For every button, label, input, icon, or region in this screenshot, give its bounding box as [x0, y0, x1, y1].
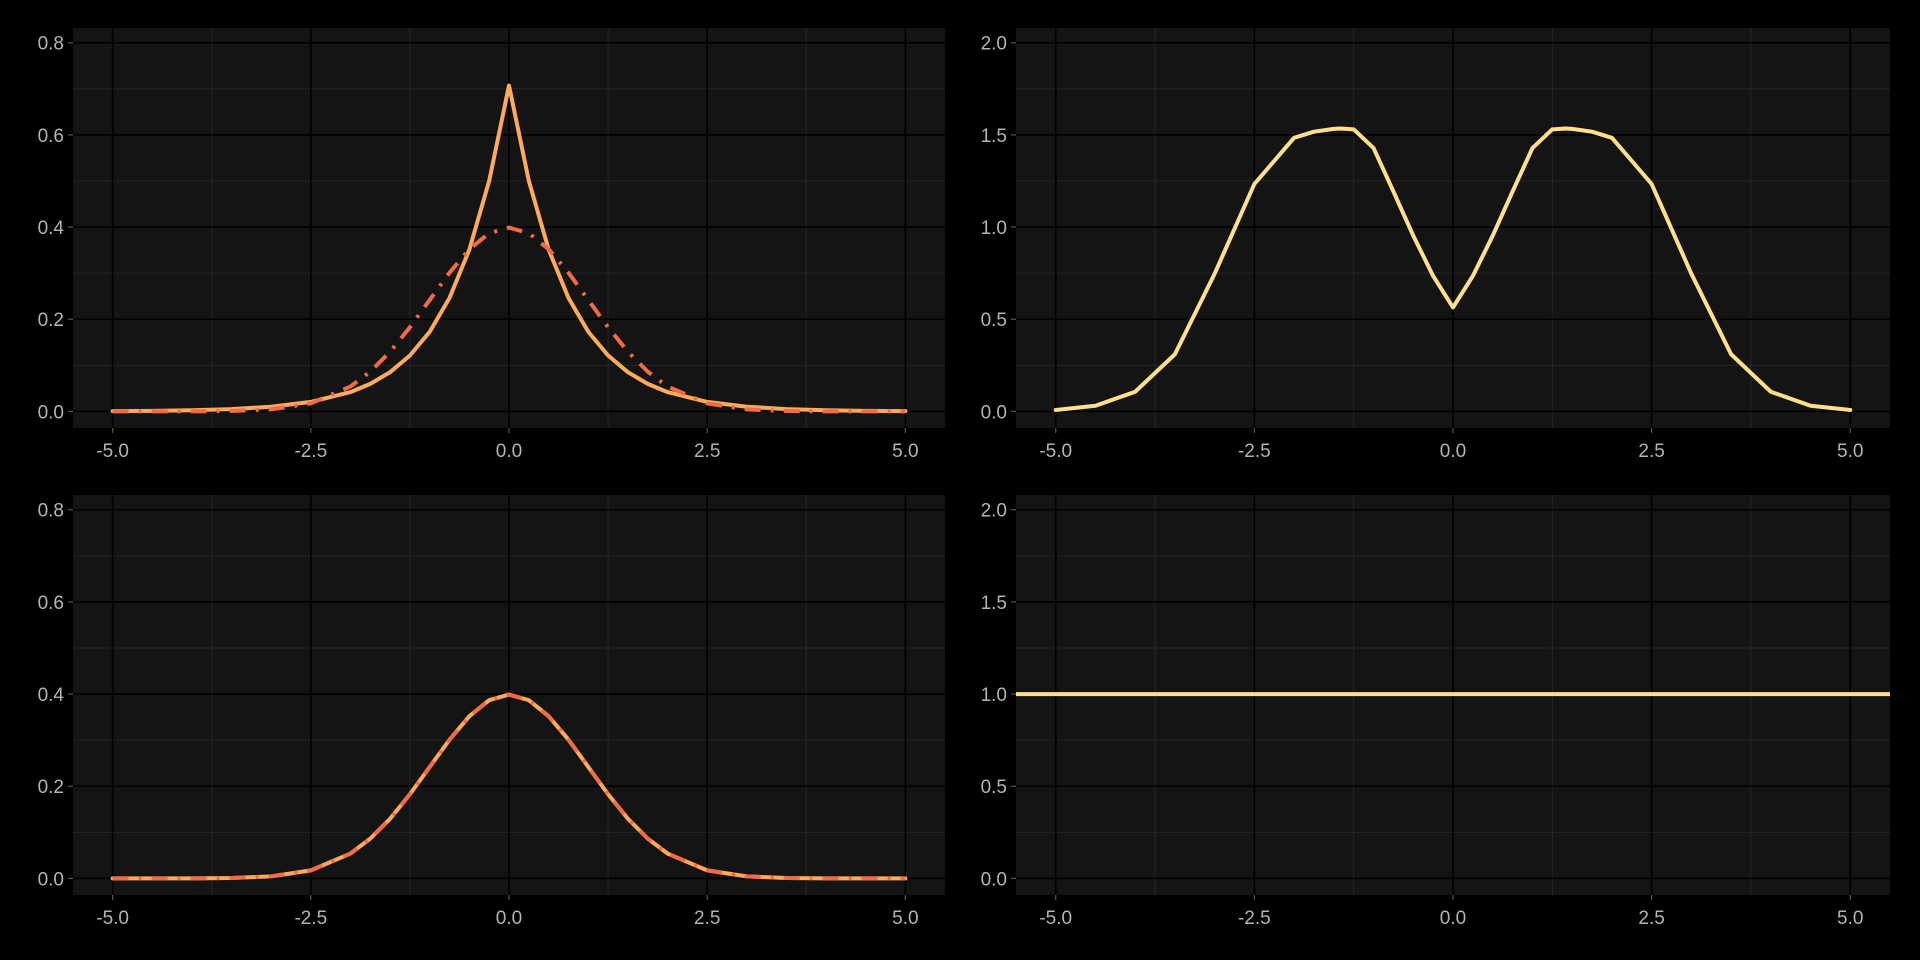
y-tick-label: 0.2 [38, 310, 64, 331]
y-tick-label: 0.0 [38, 402, 64, 423]
y-tick-label: 0.6 [38, 126, 64, 147]
y-tick-label: 0.0 [981, 402, 1007, 423]
y-tick-label: 1.0 [981, 685, 1007, 706]
x-tick-label: 0.0 [1440, 908, 1466, 929]
y-tick-label: 1.5 [981, 593, 1007, 614]
x-tick-label: 5.0 [892, 908, 918, 929]
x-tick-label: -2.5 [1238, 908, 1271, 929]
x-tick-label: 0.0 [496, 908, 522, 929]
x-tick-label: -2.5 [294, 441, 327, 462]
x-tick-label: -2.5 [294, 908, 327, 929]
y-tick-label: 1.5 [981, 126, 1007, 147]
y-tick-label: 0.6 [38, 593, 64, 614]
y-tick-label: 0.4 [38, 218, 65, 239]
x-tick-label: -5.0 [1039, 908, 1072, 929]
x-tick-label: 0.0 [1440, 441, 1466, 462]
x-tick-label: -5.0 [96, 441, 129, 462]
y-tick-label: 0.8 [38, 34, 64, 55]
x-tick-label: 2.5 [694, 908, 720, 929]
x-tick-label: -5.0 [96, 908, 129, 929]
x-tick-label: -2.5 [1238, 441, 1271, 462]
panel-bottom-right: 0.0 0.5 1.0 1.5 2.0 -5.0 -2.5 0.0 2.5 5.0 [981, 495, 1890, 929]
panel-top-left: 0.0 0.2 0.4 0.6 0.8 -5.0 -2.5 0.0 2.5 5.0 [38, 28, 945, 462]
x-tick-label: 5.0 [1837, 908, 1863, 929]
panels: 0.0 0.2 0.4 0.6 0.8 -5.0 -2.5 0.0 2.5 5.0 0.0 0.5 1.… [38, 28, 1890, 929]
y-tick-label: 0.2 [38, 777, 64, 798]
y-tick-label: 2.0 [981, 34, 1007, 55]
y-tick-label: 0.5 [981, 310, 1007, 331]
y-tick-label: 1.0 [981, 218, 1007, 239]
y-tick-label: 0.8 [38, 501, 64, 522]
x-tick-label: 5.0 [1837, 441, 1863, 462]
x-tick-label: 2.5 [1638, 441, 1664, 462]
series-line-dashdot [112, 225, 906, 414]
x-tick-label: 2.5 [694, 441, 720, 462]
y-tick-label: 0.0 [38, 869, 64, 890]
x-tick-label: 5.0 [892, 441, 918, 462]
y-tick-label: 0.5 [981, 777, 1007, 798]
series-line-dashdot [112, 692, 906, 881]
y-tick-label: 0.0 [981, 869, 1007, 890]
panel-top-right: 0.0 0.5 1.0 1.5 2.0 -5.0 -2.5 0.0 2.5 5.0 [981, 28, 1890, 462]
x-tick-label: -5.0 [1039, 441, 1072, 462]
x-tick-label: 0.0 [496, 441, 522, 462]
y-tick-label: 0.4 [38, 685, 65, 706]
panel-bottom-left: 0.0 0.2 0.4 0.6 0.8 -5.0 -2.5 0.0 2.5 5.0 [38, 495, 945, 929]
x-tick-label: 2.5 [1638, 908, 1664, 929]
y-tick-label: 2.0 [981, 501, 1007, 522]
series-line-solid [1053, 126, 1853, 413]
